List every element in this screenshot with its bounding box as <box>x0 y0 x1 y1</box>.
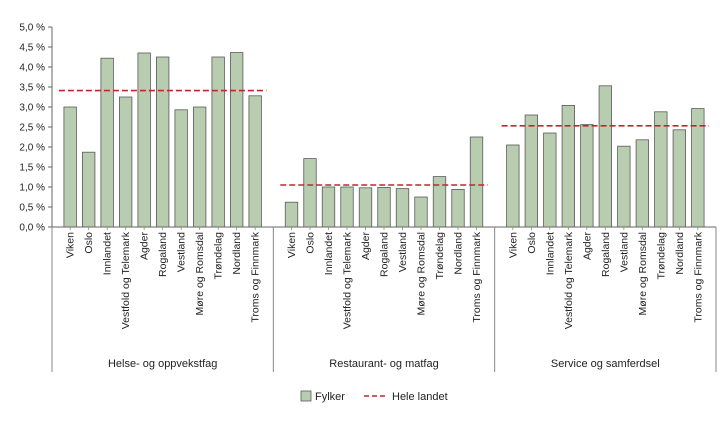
legend-swatch-fylker <box>300 390 312 402</box>
x-tick-label: Oslo <box>305 232 317 254</box>
x-tick-label: Viken <box>286 232 298 258</box>
x-tick-label: Troms og Finnmark <box>250 231 262 322</box>
x-tick-label: Agder <box>581 232 593 261</box>
x-axis: Viken Oslo Innlandet Vestfold og Telemark Ag… <box>51 226 717 372</box>
bar <box>506 144 520 228</box>
bar <box>414 196 428 228</box>
x-tick-label: Vestland <box>618 232 630 272</box>
y-tick-label: 1,0 % <box>19 183 45 194</box>
bar <box>524 114 538 228</box>
bar <box>193 106 207 228</box>
bar <box>672 129 686 228</box>
x-tick-label: Innlandet <box>323 232 335 275</box>
x-tick-label: Vestfold og Telemark <box>342 231 354 329</box>
x-tick-label: Rogaland <box>379 232 391 277</box>
bar <box>174 109 188 228</box>
legend: Fylker Hele landet <box>300 390 448 403</box>
national-lines <box>58 89 710 186</box>
x-tick-label: Troms og Finnmark <box>471 231 483 322</box>
bar <box>119 96 133 228</box>
x-tick-label: Møre og Romsdal <box>416 232 428 315</box>
y-tick-label: 0,5 % <box>19 203 45 214</box>
x-tick-label: Vestfold og Telemark <box>563 231 575 329</box>
x-tick-label: Agder <box>360 232 372 261</box>
x-tick-label: Trøndelag <box>655 232 667 280</box>
x-tick-label: Rogaland <box>157 232 169 277</box>
bar <box>451 188 465 228</box>
x-tick-label: Viken <box>65 232 77 258</box>
bar <box>635 139 649 228</box>
bar <box>211 56 225 228</box>
x-tick-label: Rogaland <box>600 232 612 277</box>
bar <box>561 105 575 228</box>
group-label: Restaurant- og matfag <box>329 358 438 370</box>
x-tick-label: Møre og Romsdal <box>637 232 649 315</box>
bars <box>63 52 705 228</box>
bar <box>395 188 410 228</box>
bar <box>432 176 447 228</box>
bar <box>469 136 484 228</box>
x-tick-label: Nordland <box>674 232 686 275</box>
y-tick-label: 4,0 % <box>19 63 45 74</box>
group-label: Helse- og oppvekstfag <box>108 358 217 370</box>
bar <box>358 187 373 228</box>
y-tick-label: 4,5 % <box>19 43 45 54</box>
bar <box>230 52 244 228</box>
x-tick-label: Agder <box>139 232 151 261</box>
x-tick-label: Oslo <box>83 232 95 254</box>
x-tick-label: Trøndelag <box>434 232 446 280</box>
x-tick-label: Vestfold og Telemark <box>120 231 132 329</box>
x-tick-label: Nordland <box>453 232 465 275</box>
x-tick-label: Troms og Finnmark <box>692 231 704 322</box>
bar <box>284 201 299 228</box>
bar <box>82 151 96 228</box>
bar <box>654 111 668 228</box>
y-tick-label: 0,0 % <box>19 223 45 234</box>
y-tick-label: 5,0 % <box>19 23 45 34</box>
x-tick-label: Møre og Romsdal <box>194 232 206 315</box>
legend-label-fylker: Fylker <box>315 391 345 403</box>
bar <box>100 57 114 228</box>
group-label: Service og samferdsel <box>551 358 660 370</box>
y-tick-label: 2,5 % <box>19 123 45 134</box>
bar <box>63 106 77 228</box>
x-tick-label: Trøndelag <box>213 232 225 280</box>
y-tick-label: 2,0 % <box>19 143 45 154</box>
y-tick-label: 1,5 % <box>19 163 45 174</box>
x-tick-label: Oslo <box>526 232 538 254</box>
x-tick-label: Vestland <box>176 232 188 272</box>
bar <box>617 145 631 228</box>
bar <box>377 186 391 228</box>
bar <box>303 158 317 228</box>
bar <box>598 85 612 228</box>
x-tick-label: Nordland <box>231 232 243 275</box>
y-axis: 0,0 % 0,5 % 1,0 % 1,5 % 2,0 % 2,5 % 3,0 % 3,5 %… <box>19 23 53 234</box>
bar <box>137 52 151 228</box>
x-tick-label: Viken <box>507 232 519 258</box>
x-tick-label: Innlandet <box>102 232 114 275</box>
bar <box>543 132 557 228</box>
bar <box>248 95 262 228</box>
y-tick-label: 3,5 % <box>19 83 45 94</box>
x-tick-label: Innlandet <box>544 232 556 275</box>
bar <box>321 186 336 228</box>
bar <box>156 56 170 228</box>
legend-label-hele-landet: Hele landet <box>392 391 448 403</box>
x-tick-label: Vestland <box>397 232 409 272</box>
bar <box>580 124 594 228</box>
bar <box>340 186 354 228</box>
y-tick-label: 3,0 % <box>19 103 45 114</box>
